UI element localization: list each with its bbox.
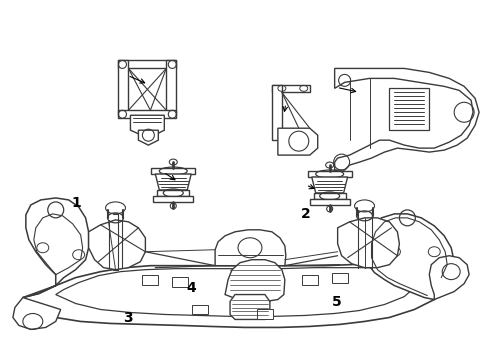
Polygon shape: [118, 60, 128, 115]
Polygon shape: [166, 60, 176, 115]
Polygon shape: [277, 128, 317, 155]
Polygon shape: [130, 115, 164, 138]
Polygon shape: [157, 190, 189, 196]
Text: 1: 1: [71, 196, 81, 210]
Polygon shape: [388, 88, 428, 130]
Polygon shape: [301, 275, 317, 285]
Polygon shape: [229, 294, 269, 319]
Polygon shape: [138, 130, 158, 145]
Polygon shape: [331, 273, 347, 283]
Polygon shape: [118, 60, 176, 68]
Text: 3: 3: [122, 311, 132, 325]
Text: 2: 2: [300, 207, 309, 221]
Polygon shape: [215, 230, 285, 266]
Polygon shape: [428, 256, 468, 300]
Polygon shape: [142, 275, 158, 285]
Polygon shape: [311, 177, 347, 193]
Polygon shape: [23, 198, 88, 298]
Polygon shape: [256, 310, 272, 319]
Polygon shape: [151, 168, 195, 174]
Text: 5: 5: [331, 295, 341, 309]
Polygon shape: [313, 193, 345, 199]
Polygon shape: [192, 305, 208, 315]
Polygon shape: [118, 110, 176, 118]
Polygon shape: [172, 276, 188, 287]
Text: 4: 4: [185, 280, 195, 294]
Polygon shape: [307, 171, 351, 177]
Polygon shape: [13, 298, 61, 329]
Polygon shape: [337, 218, 399, 268]
Polygon shape: [271, 85, 281, 140]
Polygon shape: [153, 196, 193, 202]
Polygon shape: [309, 199, 349, 205]
Polygon shape: [224, 260, 285, 302]
Polygon shape: [56, 268, 413, 316]
Polygon shape: [88, 220, 145, 270]
Polygon shape: [271, 85, 309, 92]
Polygon shape: [155, 174, 191, 190]
Polygon shape: [23, 264, 443, 328]
Polygon shape: [334, 68, 478, 170]
Polygon shape: [365, 214, 453, 300]
